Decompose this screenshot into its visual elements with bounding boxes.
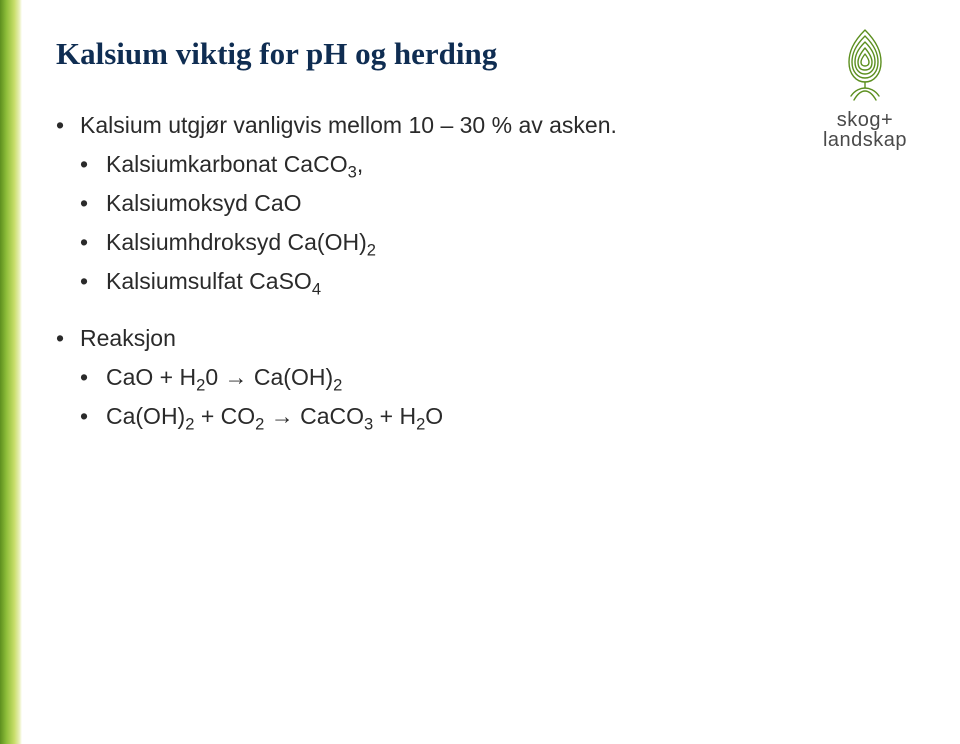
reaction-1: CaO + H20 → Ca(OH)2	[80, 362, 780, 393]
sub-kalsiumoksyd: Kalsiumoksyd CaO	[80, 188, 780, 219]
logo: skog+ landskap	[810, 26, 920, 150]
logo-line1: skog+	[837, 109, 893, 131]
tree-icon	[810, 26, 920, 104]
bullet-text: Kalsium utgjør vanligvis mellom 10 – 30 …	[80, 112, 617, 138]
page-title: Kalsium viktig for pH og herding	[56, 36, 497, 72]
slide: skog+ landskap Kalsium viktig for pH og …	[0, 0, 960, 744]
bullet-asken: Kalsium utgjør vanligvis mellom 10 – 30 …	[56, 110, 780, 297]
sub-kalsiumsulfat: Kalsiumsulfat CaSO4	[80, 266, 780, 297]
bullet-reaksjon: Reaksjon CaO + H20 → Ca(OH)2 Ca(OH)2 + C…	[56, 323, 780, 432]
bullet-text: Reaksjon	[80, 325, 176, 351]
logo-text: skog+ landskap	[810, 110, 920, 150]
sub-kalsiumkarbonat: Kalsiumkarbonat CaCO3,	[80, 149, 780, 180]
reaction-2: Ca(OH)2 + CO2 → CaCO3 + H2O	[80, 401, 780, 432]
logo-line2: landskap	[823, 129, 907, 151]
sub-kalsiumhdroksyd: Kalsiumhdroksyd Ca(OH)2	[80, 227, 780, 258]
content-body: Kalsium utgjør vanligvis mellom 10 – 30 …	[56, 110, 780, 442]
side-gradient-bar	[0, 0, 22, 744]
